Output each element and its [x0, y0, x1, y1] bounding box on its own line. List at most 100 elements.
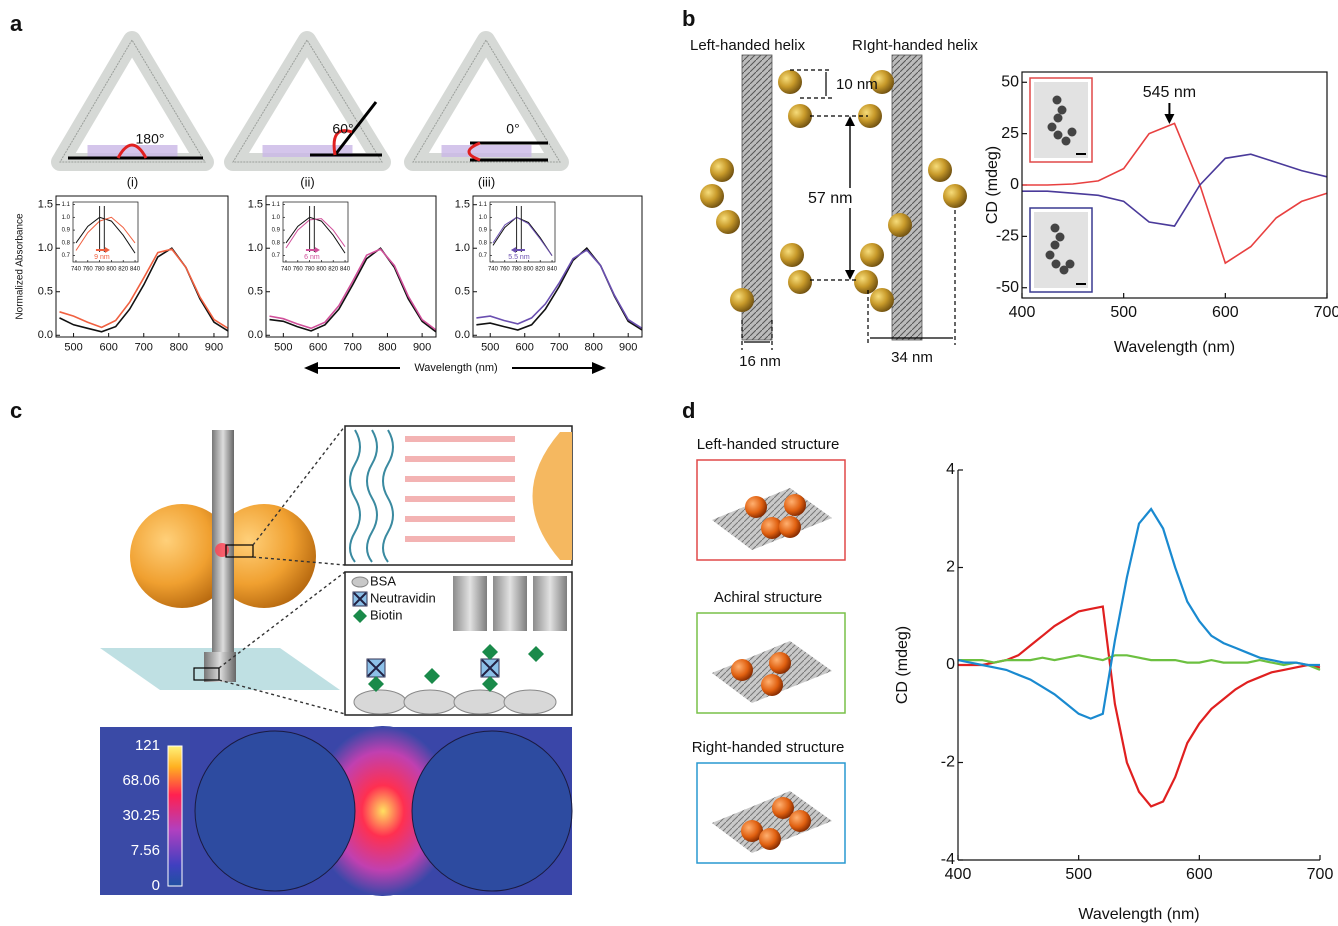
biotin [368, 676, 384, 692]
x-tick-label: 900 [205, 342, 223, 354]
y-tick-label: -25 [996, 228, 1019, 245]
x-tick-label: 500 [64, 342, 82, 354]
x-tick-label: 900 [413, 342, 431, 354]
series-line [269, 247, 437, 333]
linker-row [405, 516, 515, 522]
tem-particle [1051, 259, 1061, 269]
zoom-box [225, 544, 254, 558]
x-tick-label: 600 [309, 342, 327, 354]
gold-nanoparticle [788, 104, 812, 128]
neutravidin-x [367, 659, 385, 677]
origami-triangle [224, 31, 391, 171]
gold-nanoparticle [731, 659, 753, 681]
series-line [1022, 122, 1328, 265]
linker-row [405, 476, 515, 482]
structure-label: Achiral structure [714, 589, 822, 606]
y-tick-label: 0.0 [38, 329, 53, 341]
tem-particle [1050, 240, 1060, 250]
y-tick-label: 1.5 [38, 199, 53, 211]
y-tick-label: 0.7 [479, 253, 488, 259]
x-axis-label: Wavelength (nm) [414, 362, 497, 374]
arrowhead [1164, 114, 1175, 124]
dimension-label: 16 nm [739, 353, 781, 370]
tem-particle [1053, 113, 1063, 123]
structure-label: Right-handed structure [692, 739, 845, 756]
tem-particle [1065, 259, 1075, 269]
plot-frame [72, 201, 139, 263]
dimension-label: 34 nm [891, 349, 933, 366]
x-tick-label: 700 [135, 342, 153, 354]
shift-arrowhead [104, 247, 110, 253]
x-tick-label: 800 [585, 342, 603, 354]
colorbar-label: 30.25 [122, 807, 160, 824]
angle-label: 180° [136, 131, 165, 147]
legend-bsa [351, 576, 369, 588]
zoom-line [252, 425, 346, 546]
label-bg [400, 360, 512, 376]
dimension-label: 57 nm [808, 190, 852, 207]
y-tick-label: 2 [946, 559, 955, 576]
shift-arrowhead [314, 247, 320, 253]
series-line [285, 218, 346, 249]
gold-sphere [130, 504, 234, 608]
angle-label: 0° [506, 121, 519, 137]
x-tick-label: 780 [305, 266, 316, 272]
rod-line [333, 101, 378, 156]
linker-row [405, 536, 515, 542]
x-tick-label: 760 [83, 266, 94, 272]
y-tick-label: 0.7 [272, 253, 281, 259]
gold-nanoparticle [741, 820, 763, 842]
bsa [353, 689, 407, 715]
gold-nanoparticle [745, 496, 767, 518]
neutravidin-x [481, 659, 499, 677]
y-tick-label: 0.9 [479, 228, 488, 234]
gold-nanoparticle [716, 210, 740, 234]
y-tick-label: 1.0 [455, 242, 470, 254]
tem-particle [1050, 223, 1060, 233]
x-tick-label: 700 [344, 342, 362, 354]
x-tick-label: 900 [619, 342, 637, 354]
x-tick-label: 600 [1186, 866, 1213, 883]
y-tick-label: 0 [946, 656, 955, 673]
arrowhead [845, 270, 855, 280]
linker-row [405, 496, 515, 502]
plot-frame [472, 195, 643, 338]
y-tick-label: 0.0 [248, 329, 263, 341]
series-line [958, 654, 1321, 671]
dna-cylinder [533, 576, 567, 631]
y-tick-label: 0.5 [38, 286, 53, 298]
legend-neutravidin-x [353, 592, 367, 606]
gold-nanoparticle [761, 674, 783, 696]
x-tick-label: 700 [1307, 866, 1334, 883]
x-tick-label: 740 [71, 266, 82, 272]
gold-nanoparticle [700, 184, 724, 208]
y-tick-label: 0.7 [62, 253, 71, 259]
gold-nanoparticle [769, 652, 791, 674]
angle-arc [467, 141, 481, 162]
tem-particle [1067, 127, 1077, 137]
y-tick-label: 0.8 [62, 240, 71, 246]
gold-nanoparticle [860, 243, 884, 267]
gold-nanoparticle [780, 243, 804, 267]
linker-row [405, 456, 515, 462]
y-axis-label: Normalized Absorbance [15, 213, 26, 320]
biotin [528, 646, 544, 662]
gold-nanoparticle [761, 517, 783, 539]
y-tick-label: 1.1 [272, 202, 281, 208]
helix-title: Left-handed helix [690, 37, 806, 54]
gold-nanoparticle [858, 104, 882, 128]
biotin [482, 644, 498, 660]
bsa [453, 689, 507, 715]
origami-triangle-edge [59, 39, 206, 163]
tem-particle [1059, 265, 1069, 275]
x-tick-label: 840 [340, 266, 351, 272]
dna-cylinder [493, 576, 527, 631]
diagram-label: (iii) [478, 174, 495, 189]
x-tick-label: 840 [547, 266, 558, 272]
panel-letter: b [682, 6, 695, 31]
arrowhead [592, 362, 606, 374]
diagram-label: (ii) [300, 174, 314, 189]
gold-nanoparticle [772, 797, 794, 819]
